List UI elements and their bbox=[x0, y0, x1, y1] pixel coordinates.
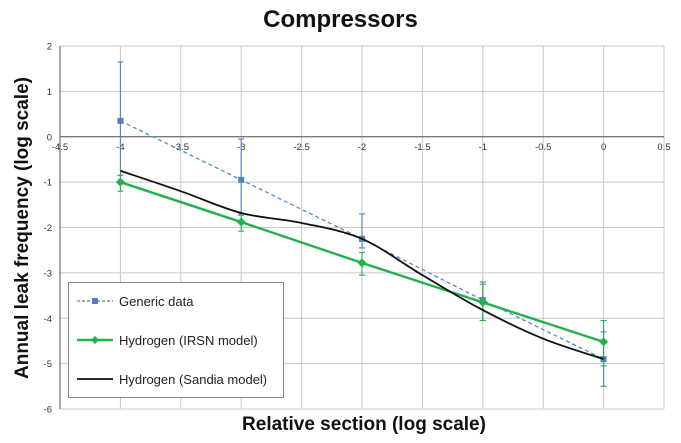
legend-swatch-sandia-model bbox=[77, 378, 113, 380]
x-tick-label: 0.5 bbox=[657, 142, 670, 153]
y-tick-label: 1 bbox=[47, 87, 52, 98]
data-point-hydrogen-irsn-model bbox=[115, 177, 125, 187]
data-point-hydrogen-irsn-model bbox=[599, 337, 609, 347]
legend-label-sandia-model: Hydrogen (Sandia model) bbox=[119, 371, 268, 387]
x-tick-label: 0 bbox=[601, 142, 606, 153]
y-axis-label: Annual leak frequency (log scale) bbox=[12, 77, 33, 379]
y-tick-label: -3 bbox=[44, 268, 52, 279]
legend-swatch-irsn-model bbox=[77, 336, 113, 344]
y-tick-label: 2 bbox=[47, 42, 52, 53]
x-tick-label: -2 bbox=[358, 142, 366, 153]
x-tick-label: -2.5 bbox=[293, 142, 309, 153]
x-tick-label: -0.5 bbox=[535, 142, 551, 153]
data-point-hydrogen-irsn-model bbox=[357, 258, 367, 268]
legend-item-irsn-model: Hydrogen (IRSN model) bbox=[77, 330, 258, 350]
legend-item-sandia-model: Hydrogen (Sandia model) bbox=[77, 369, 267, 389]
data-point-generic-data bbox=[238, 176, 245, 183]
y-tick-label: -6 bbox=[44, 405, 52, 416]
x-tick-label: -1 bbox=[479, 142, 487, 153]
x-tick-label: -3.5 bbox=[173, 142, 189, 153]
y-tick-label: 0 bbox=[47, 132, 52, 143]
data-point-generic-data bbox=[117, 117, 124, 124]
axes bbox=[59, 46, 664, 409]
data-point-hydrogen-irsn-model bbox=[478, 297, 488, 307]
legend-item-generic-data: Generic data bbox=[77, 291, 193, 311]
legend-label-generic-data: Generic data bbox=[119, 293, 194, 309]
y-tick-label: -2 bbox=[44, 223, 52, 234]
legend: Generic data Hydrogen (IRSN model) Hydro… bbox=[68, 282, 284, 398]
x-axis-label: Relative section (log scale) bbox=[242, 414, 486, 435]
y-tick-label: -4 bbox=[44, 314, 52, 325]
series-line-hydrogen-sandia-model bbox=[120, 169, 604, 360]
legend-label-irsn-model: Hydrogen (IRSN model) bbox=[119, 332, 258, 348]
series-layer bbox=[115, 61, 609, 387]
y-tick-label: -1 bbox=[44, 178, 52, 189]
y-tick-label: -5 bbox=[44, 359, 52, 370]
chart-title: Compressors bbox=[263, 6, 418, 33]
x-tick-label: -4.5 bbox=[52, 142, 68, 153]
legend-swatch-generic-data bbox=[77, 298, 113, 304]
x-tick-label: -1.5 bbox=[414, 142, 430, 153]
data-point-hydrogen-irsn-model bbox=[236, 217, 246, 227]
